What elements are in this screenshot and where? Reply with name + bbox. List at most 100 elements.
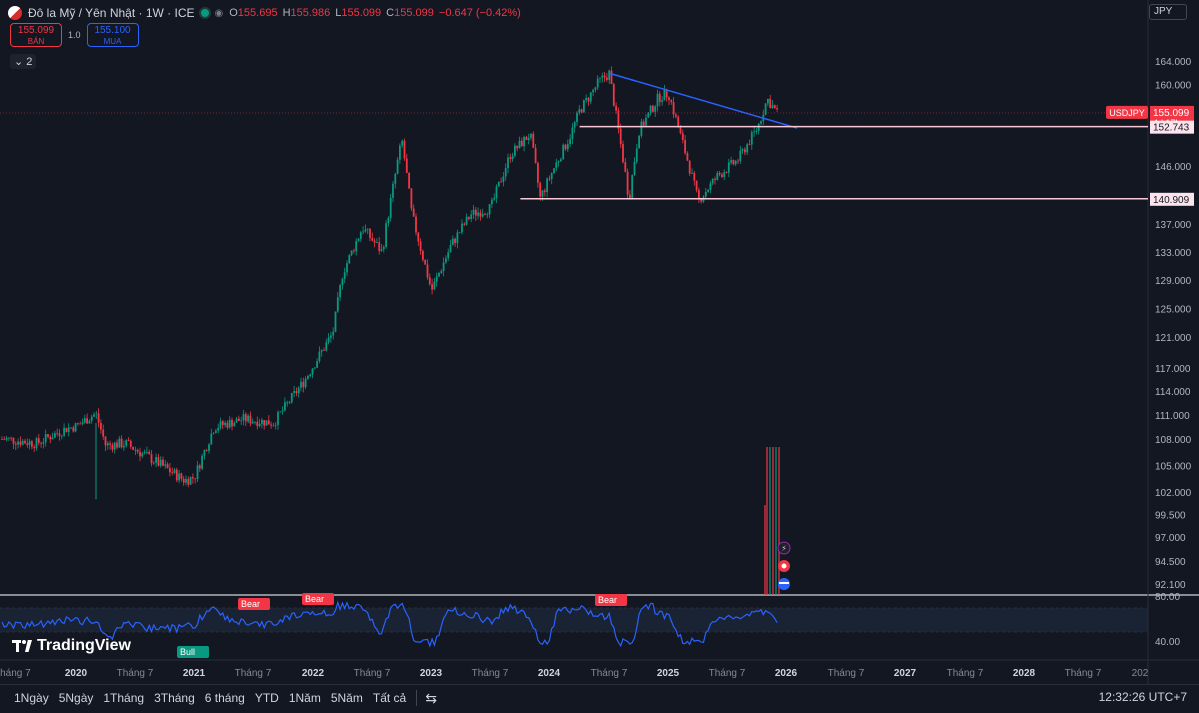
candle-body xyxy=(741,149,744,151)
range-all[interactable]: Tất cả xyxy=(372,691,407,705)
bull-label: Bull xyxy=(180,647,195,657)
candle-body xyxy=(734,160,737,165)
candle-body xyxy=(104,436,107,446)
candle-body xyxy=(143,452,146,454)
candle-body xyxy=(732,160,735,165)
date-range-icon[interactable]: ⇆ xyxy=(425,689,437,706)
candle-body xyxy=(548,178,551,180)
candle-body xyxy=(267,420,270,425)
candle-body xyxy=(178,473,180,481)
market-status-icon[interactable] xyxy=(200,9,209,17)
candle-body xyxy=(180,473,183,479)
candle-body xyxy=(318,351,321,362)
candle-body xyxy=(516,145,519,149)
candle-body xyxy=(491,199,493,205)
tradingview-logo[interactable]: TradingView xyxy=(12,637,131,655)
candle-body xyxy=(691,172,693,174)
candle-body xyxy=(405,158,408,173)
candle-body xyxy=(622,144,624,163)
candle-body xyxy=(507,157,509,169)
candle-body xyxy=(652,105,654,112)
candle-body xyxy=(111,444,114,450)
candle-body xyxy=(366,228,369,230)
candle-body xyxy=(458,232,461,234)
candle-body xyxy=(771,105,774,108)
price-tick-label: 117.000 xyxy=(1155,364,1191,375)
candle-body xyxy=(169,468,171,473)
candle-body xyxy=(635,148,638,162)
candle-body xyxy=(663,89,666,101)
symbol-legend[interactable]: Đô la Mỹ / Yên Nhật · 1W · ICE ◉ O155.69… xyxy=(8,4,521,22)
range-1m[interactable]: 1Tháng xyxy=(103,691,145,705)
symbol-title[interactable]: Đô la Mỹ / Yên Nhật · 1W · ICE xyxy=(28,6,195,20)
candle-body xyxy=(647,112,650,118)
candle-body xyxy=(640,121,643,136)
candle-body xyxy=(562,144,565,160)
candle-body xyxy=(442,262,445,271)
candle-body xyxy=(77,423,79,425)
candle-body xyxy=(587,97,590,102)
bear-label: Bear xyxy=(305,594,324,604)
candle-body xyxy=(638,135,640,149)
candle-body xyxy=(677,116,680,128)
level-tag-bg xyxy=(1150,192,1194,206)
candle-body xyxy=(373,240,376,243)
candle-body xyxy=(534,147,537,163)
range-5d[interactable]: 5Ngày xyxy=(58,691,94,705)
candle-body xyxy=(695,180,698,191)
range-1d[interactable]: 1Ngày xyxy=(14,691,49,705)
time-tick-label: Tháng 7 xyxy=(354,668,391,679)
range-3m[interactable]: 3Tháng xyxy=(154,691,195,705)
range-5y[interactable]: 5Năm xyxy=(330,691,363,705)
candle-body xyxy=(249,415,252,424)
candle-body xyxy=(564,144,567,150)
candle-body xyxy=(378,242,381,251)
candle-body xyxy=(302,381,305,388)
candle-body xyxy=(364,229,367,232)
candle-body xyxy=(523,136,525,147)
candle-body xyxy=(247,415,249,422)
candle-body xyxy=(681,133,684,140)
sell-button[interactable]: 155.099 BÁN xyxy=(10,23,62,47)
currency-button[interactable]: JPY xyxy=(1149,4,1187,20)
indicators-toggle[interactable]: ⌄ 2 xyxy=(10,54,37,69)
candle-body xyxy=(279,411,282,413)
candle-body xyxy=(700,198,703,202)
candle-body xyxy=(557,161,560,163)
candle-body xyxy=(470,214,473,220)
candle-body xyxy=(465,216,468,225)
candle-body xyxy=(739,150,742,162)
candle-body xyxy=(684,139,686,154)
candle-body xyxy=(495,186,498,198)
buy-button[interactable]: 155.100 MUA xyxy=(86,23,139,47)
candle-body xyxy=(173,469,176,473)
clock[interactable]: 12:32:26 UTC+7 xyxy=(1098,690,1187,704)
range-6m[interactable]: 6 tháng xyxy=(204,691,245,705)
candle-body xyxy=(488,204,491,215)
candle-body xyxy=(79,423,82,425)
candle-body xyxy=(24,440,26,444)
candle-body xyxy=(514,145,516,156)
price-tick-label: 146.000 xyxy=(1155,162,1192,173)
candle-body xyxy=(17,441,19,445)
candle-body xyxy=(658,93,661,102)
candle-body xyxy=(106,443,109,446)
ohlc-values: O155.695 H155.986 L155.099 C155.099 −0.6… xyxy=(229,7,521,19)
eye-icon[interactable]: ◉ xyxy=(214,7,224,19)
candle-body xyxy=(509,157,512,160)
candle-body xyxy=(624,162,627,172)
range-ytd[interactable]: YTD xyxy=(254,691,279,705)
volume-bar xyxy=(778,447,780,595)
candle-body xyxy=(438,272,440,277)
candle-body xyxy=(155,457,157,463)
range-1y[interactable]: 1Năm xyxy=(288,691,321,705)
candle-body xyxy=(693,172,696,181)
candle-body xyxy=(392,183,394,198)
candle-body xyxy=(205,450,208,452)
time-tick-label: Tháng 7 xyxy=(709,668,746,679)
candle-body xyxy=(468,216,470,220)
candle-body xyxy=(369,228,371,238)
candle-body xyxy=(610,70,613,84)
